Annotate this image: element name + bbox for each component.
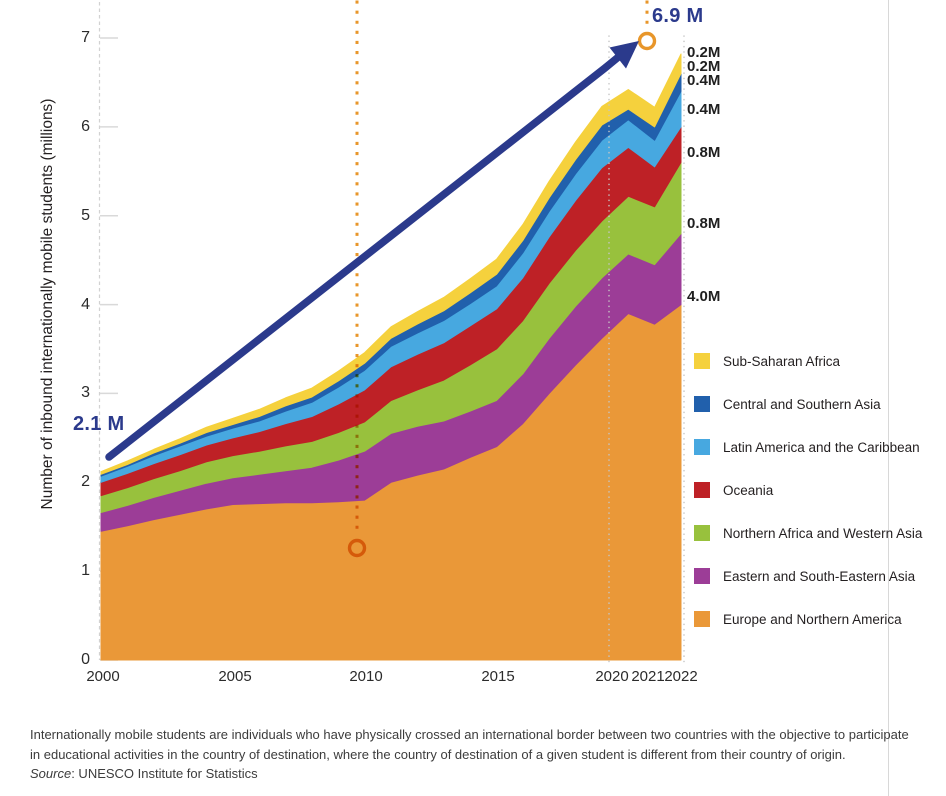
y-tick-label: 5	[81, 206, 90, 224]
y-tick-label: 4	[81, 295, 90, 313]
y-tick-label: 1	[81, 562, 90, 580]
area-sub-saharan-africa	[100, 53, 682, 475]
x-tick-label: 2000	[86, 668, 120, 685]
y-tick-label: 7	[81, 29, 90, 46]
x-tick-label: 2010	[349, 668, 383, 685]
legend-item: Oceania	[694, 482, 773, 498]
legend-label: Northern Africa and Western Asia	[723, 525, 923, 541]
x-tick-label: 2005	[218, 668, 252, 685]
value-callout: 0.4M	[687, 72, 721, 89]
legend-item: Europe and Northern America	[694, 611, 902, 627]
value-callout: 0.8M	[687, 144, 721, 161]
end-value-annotation: 6.9 M	[652, 5, 704, 27]
legend-swatch	[694, 568, 710, 584]
legend-item: Northern Africa and Western Asia	[694, 525, 922, 541]
y-axis-title: Number of inbound internationally mobile…	[39, 98, 56, 510]
ring-marker-2010	[347, 538, 367, 558]
footnote-line-1: Internationally mobile students are indi…	[30, 727, 909, 742]
stacked-area-chart	[98, 0, 685, 663]
legend-item: Latin America and the Caribbean	[694, 439, 920, 455]
legend-swatch	[694, 396, 710, 412]
legend-label: Oceania	[723, 482, 774, 498]
x-tick-label: 2022	[664, 668, 698, 685]
footnote-text: Internationally mobile students are indi…	[30, 725, 942, 765]
y-tick-label: 6	[81, 117, 90, 135]
y-tick-label: 3	[81, 384, 90, 402]
legend-swatch	[694, 439, 710, 455]
x-tick-label: 2021	[631, 668, 665, 685]
ring-marker-top	[637, 31, 657, 51]
value-callout: 4.0M	[687, 288, 721, 305]
footnote-line-2: in educational activities in the country…	[30, 747, 846, 762]
value-callout: 0.2M	[687, 44, 721, 61]
x-tick-label: 2015	[481, 668, 515, 685]
start-value-annotation: 2.1 M	[73, 413, 125, 435]
legend-swatch	[694, 611, 710, 627]
legend-label: Central and Southern Asia	[723, 396, 881, 412]
legend-swatch	[694, 353, 710, 369]
legend-item: Sub-Saharan Africa	[694, 353, 840, 369]
legend-item: Central and Southern Asia	[694, 396, 881, 412]
x-tick-label: 2020	[595, 668, 629, 685]
legend-label: Europe and Northern America	[723, 611, 902, 627]
legend-swatch	[694, 525, 710, 541]
source-line: Source: UNESCO Institute for Statistics	[30, 766, 258, 781]
source-text: : UNESCO Institute for Statistics	[71, 766, 258, 781]
value-callout: 0.2M	[687, 58, 721, 75]
value-callout: 0.4M	[687, 101, 721, 118]
y-tick-label: 2	[81, 473, 90, 491]
growth-arrow-head	[609, 41, 639, 69]
source-label: Source	[30, 766, 72, 781]
legend-label: Latin America and the Caribbean	[723, 439, 920, 455]
legend-item: Eastern and South-Eastern Asia	[694, 568, 915, 584]
page-column-divider	[888, 0, 889, 796]
legend-label: Sub-Saharan Africa	[723, 353, 841, 369]
y-tick-label: 0	[81, 651, 90, 668]
legend-swatch	[694, 482, 710, 498]
value-callout: 0.8M	[687, 215, 721, 232]
legend-label: Eastern and South-Eastern Asia	[723, 568, 916, 584]
